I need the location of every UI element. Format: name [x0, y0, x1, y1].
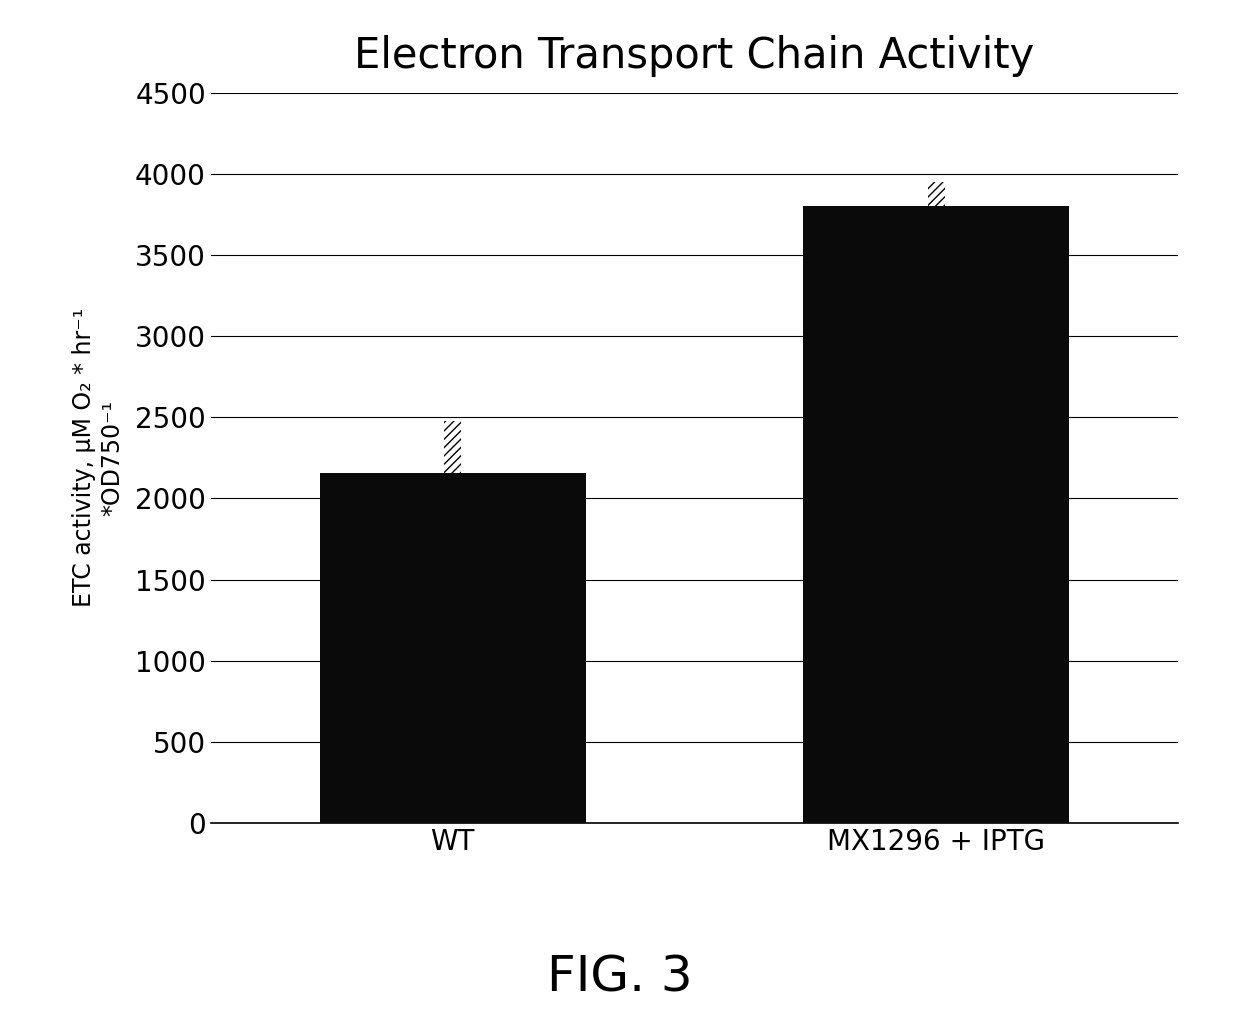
Bar — [804, 206, 1069, 823]
Bar — [320, 472, 585, 823]
Bar — [444, 421, 461, 472]
Text: FIG. 3: FIG. 3 — [547, 954, 693, 1001]
Y-axis label: ETC activity, μM O₂ * hr⁻¹
*OD750⁻¹: ETC activity, μM O₂ * hr⁻¹ *OD750⁻¹ — [72, 309, 124, 607]
Bar — [928, 182, 945, 206]
Title: Electron Transport Chain Activity: Electron Transport Chain Activity — [355, 35, 1034, 76]
